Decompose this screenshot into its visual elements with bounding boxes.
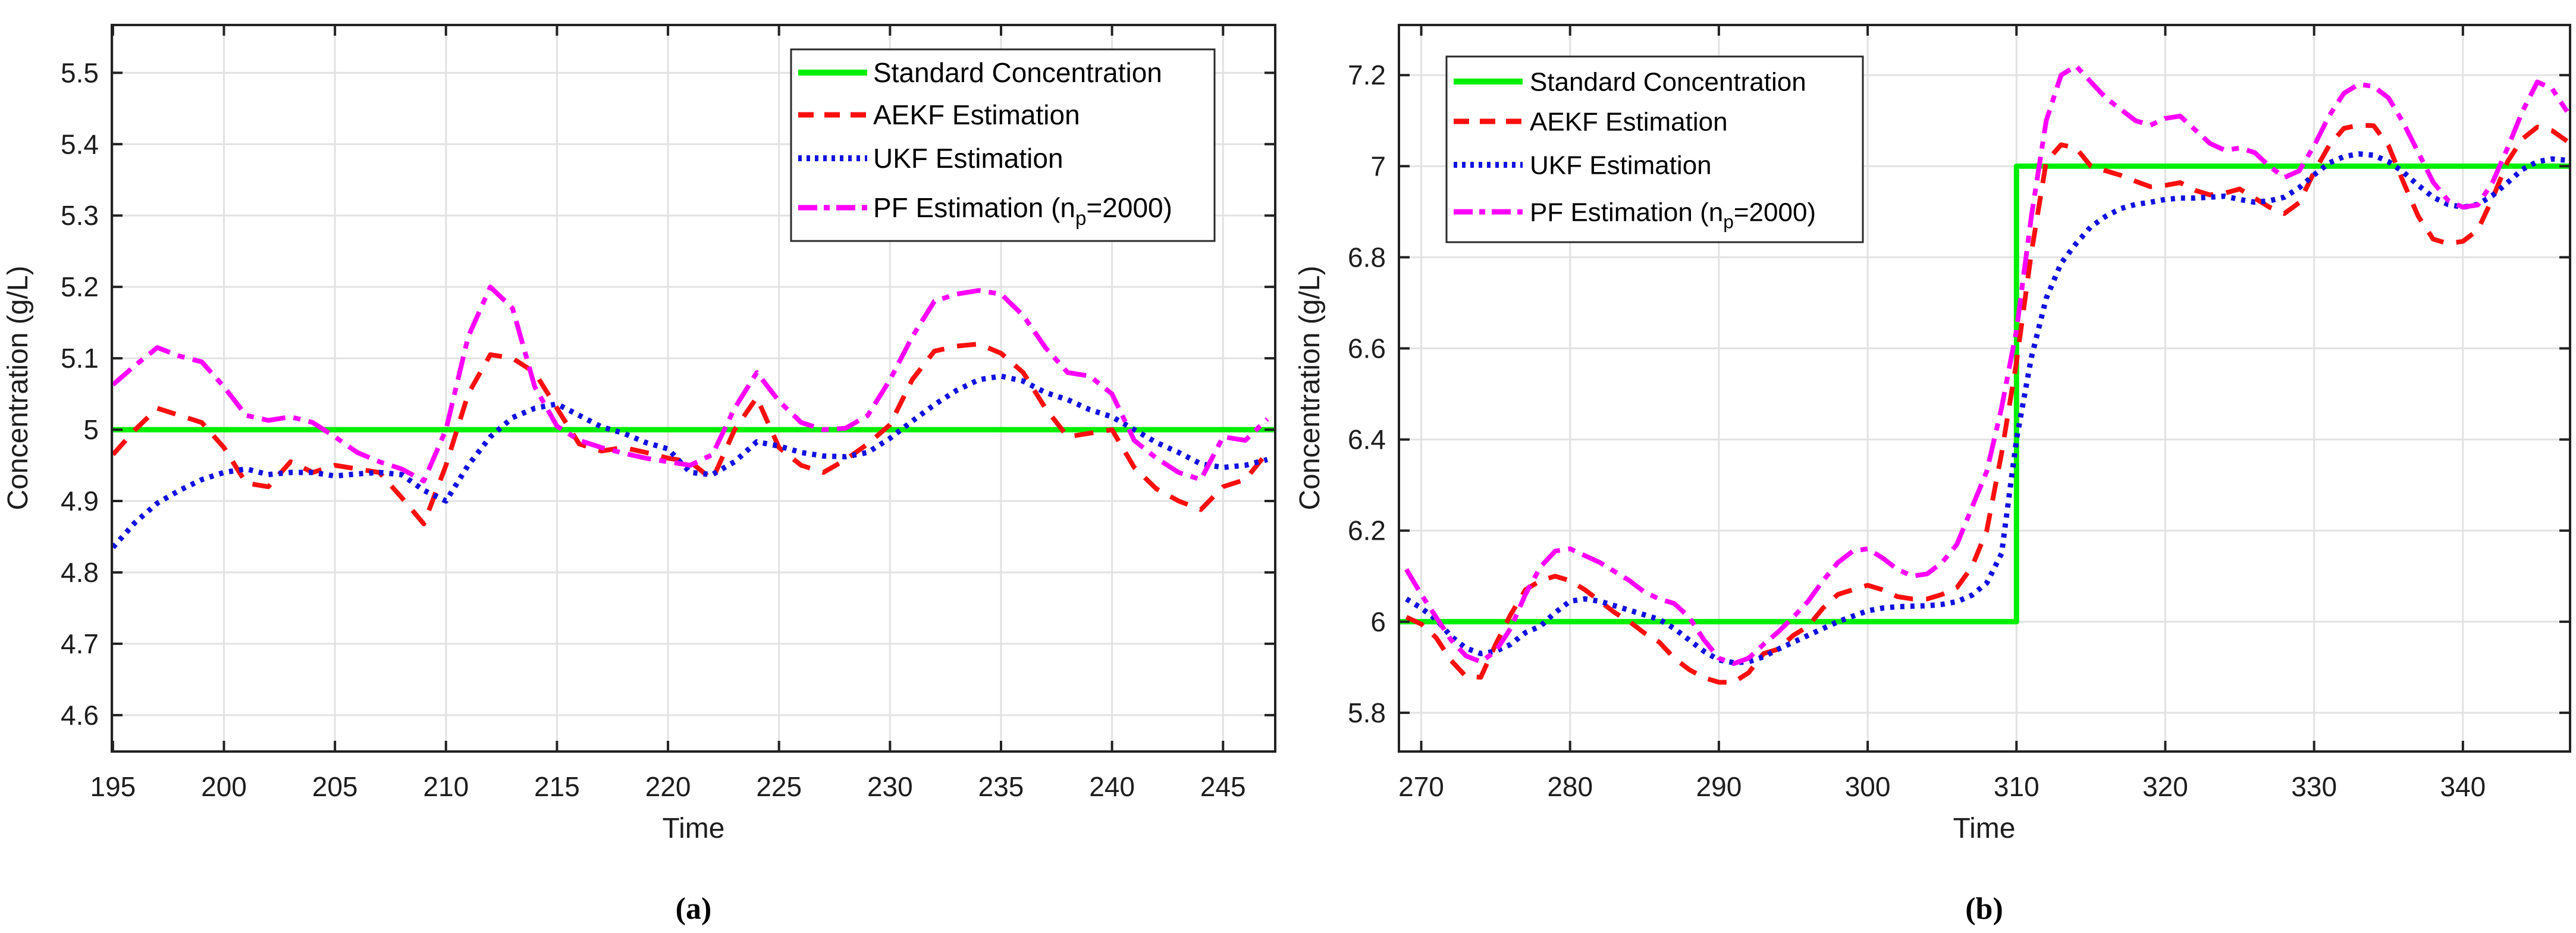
caption-b: (b): [1965, 892, 2003, 926]
y-tick-label: 4.8: [61, 557, 99, 588]
x-tick-label: 240: [1089, 771, 1135, 802]
y-tick-label: 5.2: [61, 271, 99, 302]
panel-b: 270 280 290 300 310 320 330 340 5.8 6 6.2 6.4 6.6 6.8…: [1294, 24, 2571, 844]
legend-label: UKF Estimation: [873, 143, 1063, 174]
legend-label: PF Estimation (np=2000): [873, 192, 1172, 230]
y-tick-label: 6.4: [1348, 424, 1386, 455]
x-tick-label: 230: [867, 771, 913, 802]
x-tick-label: 310: [1994, 771, 2040, 802]
legend-label: AEKF Estimation: [873, 99, 1080, 130]
y-tick-label: 5.4: [61, 129, 99, 159]
legend-entry-pf-estimation-n-p-2000: PF Estimation (np=2000): [798, 192, 1172, 230]
x-tick-label: 220: [645, 771, 691, 802]
y-tick-label: 6.6: [1348, 333, 1386, 364]
caption-a: (a): [675, 892, 712, 926]
y-tick-label: 5.5: [61, 57, 99, 88]
legend: Standard Concentration AEKF Estimation UKF…: [790, 48, 1216, 242]
series-aekf-estimation-line: [111, 342, 1269, 527]
axes-box: [111, 24, 1276, 753]
x-tick-label: 215: [534, 771, 580, 802]
legend-entry-ukf-estimation: UKF Estimation: [798, 143, 1063, 174]
y-tick-label: 6.2: [1348, 515, 1386, 546]
y-tick-label: 6: [1370, 606, 1386, 637]
legend-label: PF Estimation (np=2000): [1530, 198, 1816, 232]
series-pf-estimation-n-p-2000-line: [111, 284, 1269, 484]
legend-entry-standard-concentration: Standard Concentration: [1454, 67, 1806, 96]
y-tick-label: 7.2: [1348, 60, 1386, 90]
legend-box: [1445, 55, 1864, 243]
x-tick-label: 225: [756, 771, 802, 802]
x-tick-label: 320: [2142, 771, 2188, 802]
x-tick-label: 330: [2291, 771, 2337, 802]
x-tick-label: 195: [90, 771, 136, 802]
x-tick-label: 245: [1200, 771, 1246, 802]
y-tick-label: 4.9: [61, 486, 99, 516]
x-tick-label: 200: [201, 771, 247, 802]
y-tick-label: 6.8: [1348, 242, 1386, 273]
panel-a: 195 200 205 210 215 220 225 230 235 240 245 4.6 4.7 4…: [2, 24, 1276, 844]
y-axis-label: Concentration (g/L): [1294, 266, 1326, 511]
series-standard-concentration-line: [1399, 163, 2570, 625]
series-aekf-estimation-line: [1405, 123, 2569, 685]
x-tick-label: 210: [423, 771, 469, 802]
x-axis-label: Time: [663, 813, 725, 844]
y-tick-label: 5: [83, 414, 99, 445]
y-tick-label: 4.6: [61, 700, 99, 731]
legend-box: [790, 48, 1216, 242]
legend-label: Standard Concentration: [873, 57, 1162, 88]
legend-label: AEKF Estimation: [1530, 107, 1728, 136]
legend-entry-aekf-estimation: AEKF Estimation: [798, 99, 1080, 130]
x-tick-label: 340: [2440, 771, 2486, 802]
legend-entry-pf-estimation-n-p-2000: PF Estimation (np=2000): [1454, 198, 1816, 233]
y-tick-label: 5.1: [61, 343, 99, 374]
legend-label: UKF Estimation: [1530, 151, 1712, 180]
y-tick-label: 4.7: [61, 628, 99, 659]
series-ukf-estimation-line: [1405, 151, 2568, 666]
y-tick-label: 5.3: [61, 200, 99, 231]
x-tick-label: 290: [1696, 771, 1742, 802]
series-pf-estimation-n-p-2000-line: [1404, 63, 2569, 666]
axes-box: [1398, 24, 2571, 753]
y-axis-label: Concentration (g/L): [2, 266, 34, 511]
legend-entry-standard-concentration: Standard Concentration: [798, 57, 1162, 88]
x-tick-label: 270: [1398, 771, 1444, 802]
legend-entry-aekf-estimation: AEKF Estimation: [1454, 107, 1728, 136]
x-tick-label: 280: [1547, 771, 1593, 802]
x-tick-label: 205: [312, 771, 358, 802]
x-tick-label: 300: [1845, 771, 1891, 802]
x-axis-label: Time: [1953, 813, 2016, 844]
y-tick-label: 5.8: [1348, 697, 1386, 728]
y-tick-label: 7: [1370, 151, 1386, 181]
legend: Standard Concentration AEKF Estimation UKF…: [1445, 55, 1864, 243]
legend-entry-ukf-estimation: UKF Estimation: [1454, 151, 1712, 180]
x-tick-label: 235: [978, 771, 1024, 802]
legend-label: Standard Concentration: [1530, 67, 1806, 96]
